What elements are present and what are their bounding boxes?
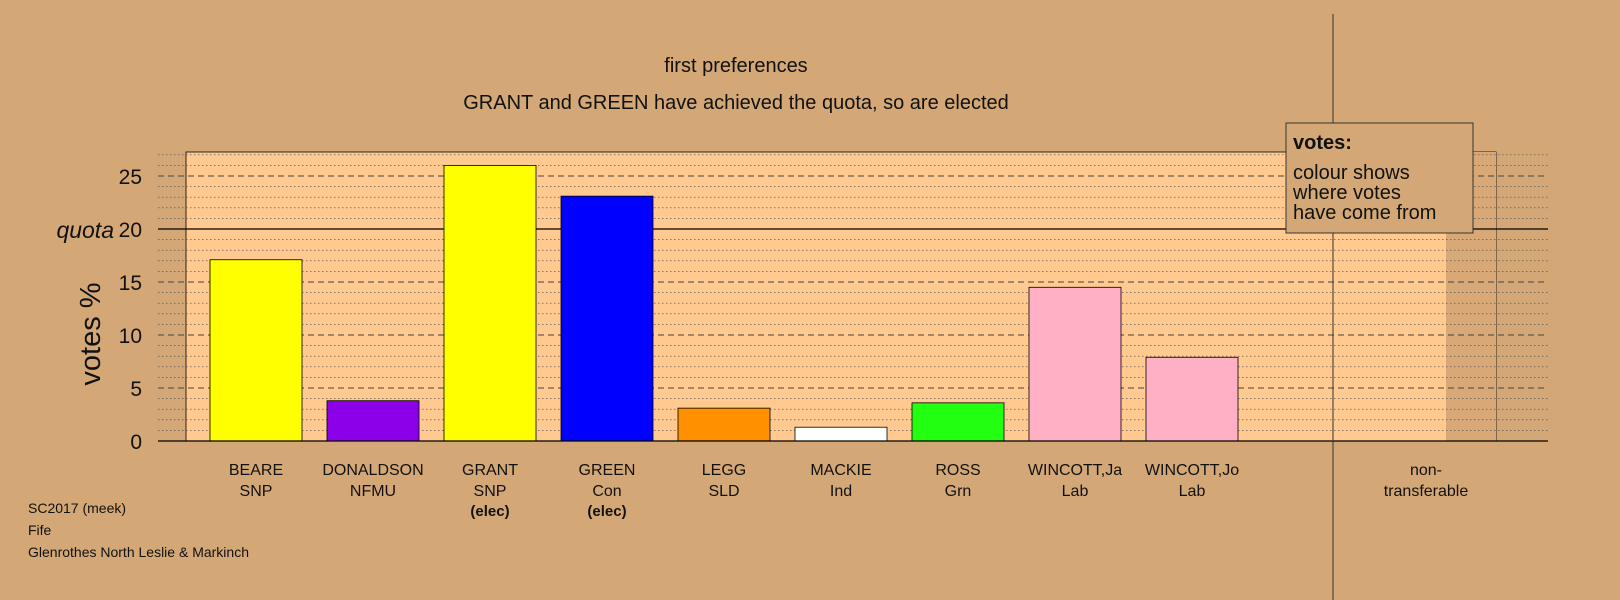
elected-note-label: (elec) <box>470 503 509 520</box>
candidate-name-label: BEARE <box>229 462 283 479</box>
y-tick-label: 10 <box>119 325 142 348</box>
candidate-party-label: SNP <box>240 483 273 500</box>
candidate-party-label: Lab <box>1179 483 1206 500</box>
plot-area <box>185 151 1497 442</box>
legend-title: votes: <box>1293 132 1352 154</box>
elected-note-label: (elec) <box>587 503 626 520</box>
candidate-party-label: SLD <box>708 483 739 500</box>
candidate-name-label: DONALDSON <box>322 462 423 479</box>
chart-title: first preferences <box>664 55 807 77</box>
candidate-party-label: Ind <box>830 483 852 500</box>
bar-wincott-jo <box>1145 356 1239 442</box>
chart-subtitle: GRANT and GREEN have achieved the quota,… <box>463 92 1009 114</box>
bar-ross <box>911 402 1005 442</box>
footer-line-1: SC2017 (meek) <box>28 500 126 516</box>
y-tick-label: 5 <box>130 378 142 401</box>
bar-wincott-ja <box>1028 286 1122 442</box>
axes: 0 5 10 15 20 25 <box>119 166 1548 454</box>
bar-grant <box>443 164 537 442</box>
legend-line-2: where votes <box>1292 182 1401 204</box>
y-tick-label: 20 <box>119 219 142 242</box>
nontransferable-label-line1: non- <box>1410 462 1442 479</box>
candidate-party-label: Con <box>592 483 621 500</box>
footer-line-3: Glenrothes North Leslie & Markinch <box>28 544 249 560</box>
candidate-party-label: SNP <box>474 483 507 500</box>
y-tick-label: 15 <box>119 272 142 295</box>
footer-line-2: Fife <box>28 522 52 538</box>
bar-donaldson <box>326 400 420 442</box>
nontransferable-label-line2: transferable <box>1384 483 1469 500</box>
candidate-name-label: GRANT <box>462 462 518 479</box>
legend-line-3: have come from <box>1293 202 1436 224</box>
candidate-party-label: Grn <box>945 483 972 500</box>
bar-mackie <box>794 426 888 442</box>
y-axis-label: votes % <box>75 282 107 385</box>
candidate-name-label: MACKIE <box>810 462 871 479</box>
candidate-name-label: WINCOTT,Ja <box>1028 462 1122 479</box>
bar-legg <box>677 407 771 442</box>
legend-box <box>1285 122 1474 234</box>
candidate-name-label: GREEN <box>579 462 636 479</box>
bar-green <box>560 195 654 442</box>
bar-beare <box>209 259 303 442</box>
candidate-name-label: WINCOTT,Jo <box>1145 462 1239 479</box>
bars: BEARE SNP DONALDSON NFMU GRANT SNP (elec) GREEN… <box>209 164 1239 520</box>
candidate-name-label: LEGG <box>702 462 746 479</box>
candidate-party-label: Lab <box>1062 483 1089 500</box>
legend: votes: colour shows where votes have com… <box>1285 122 1474 234</box>
candidate-name-label: ROSS <box>935 462 980 479</box>
quota-label: quota <box>56 217 114 243</box>
y-tick-label: 25 <box>119 166 142 189</box>
legend-line-1: colour shows <box>1293 162 1410 184</box>
candidate-party-label: NFMU <box>350 483 396 500</box>
y-tick-label: 0 <box>130 431 142 454</box>
